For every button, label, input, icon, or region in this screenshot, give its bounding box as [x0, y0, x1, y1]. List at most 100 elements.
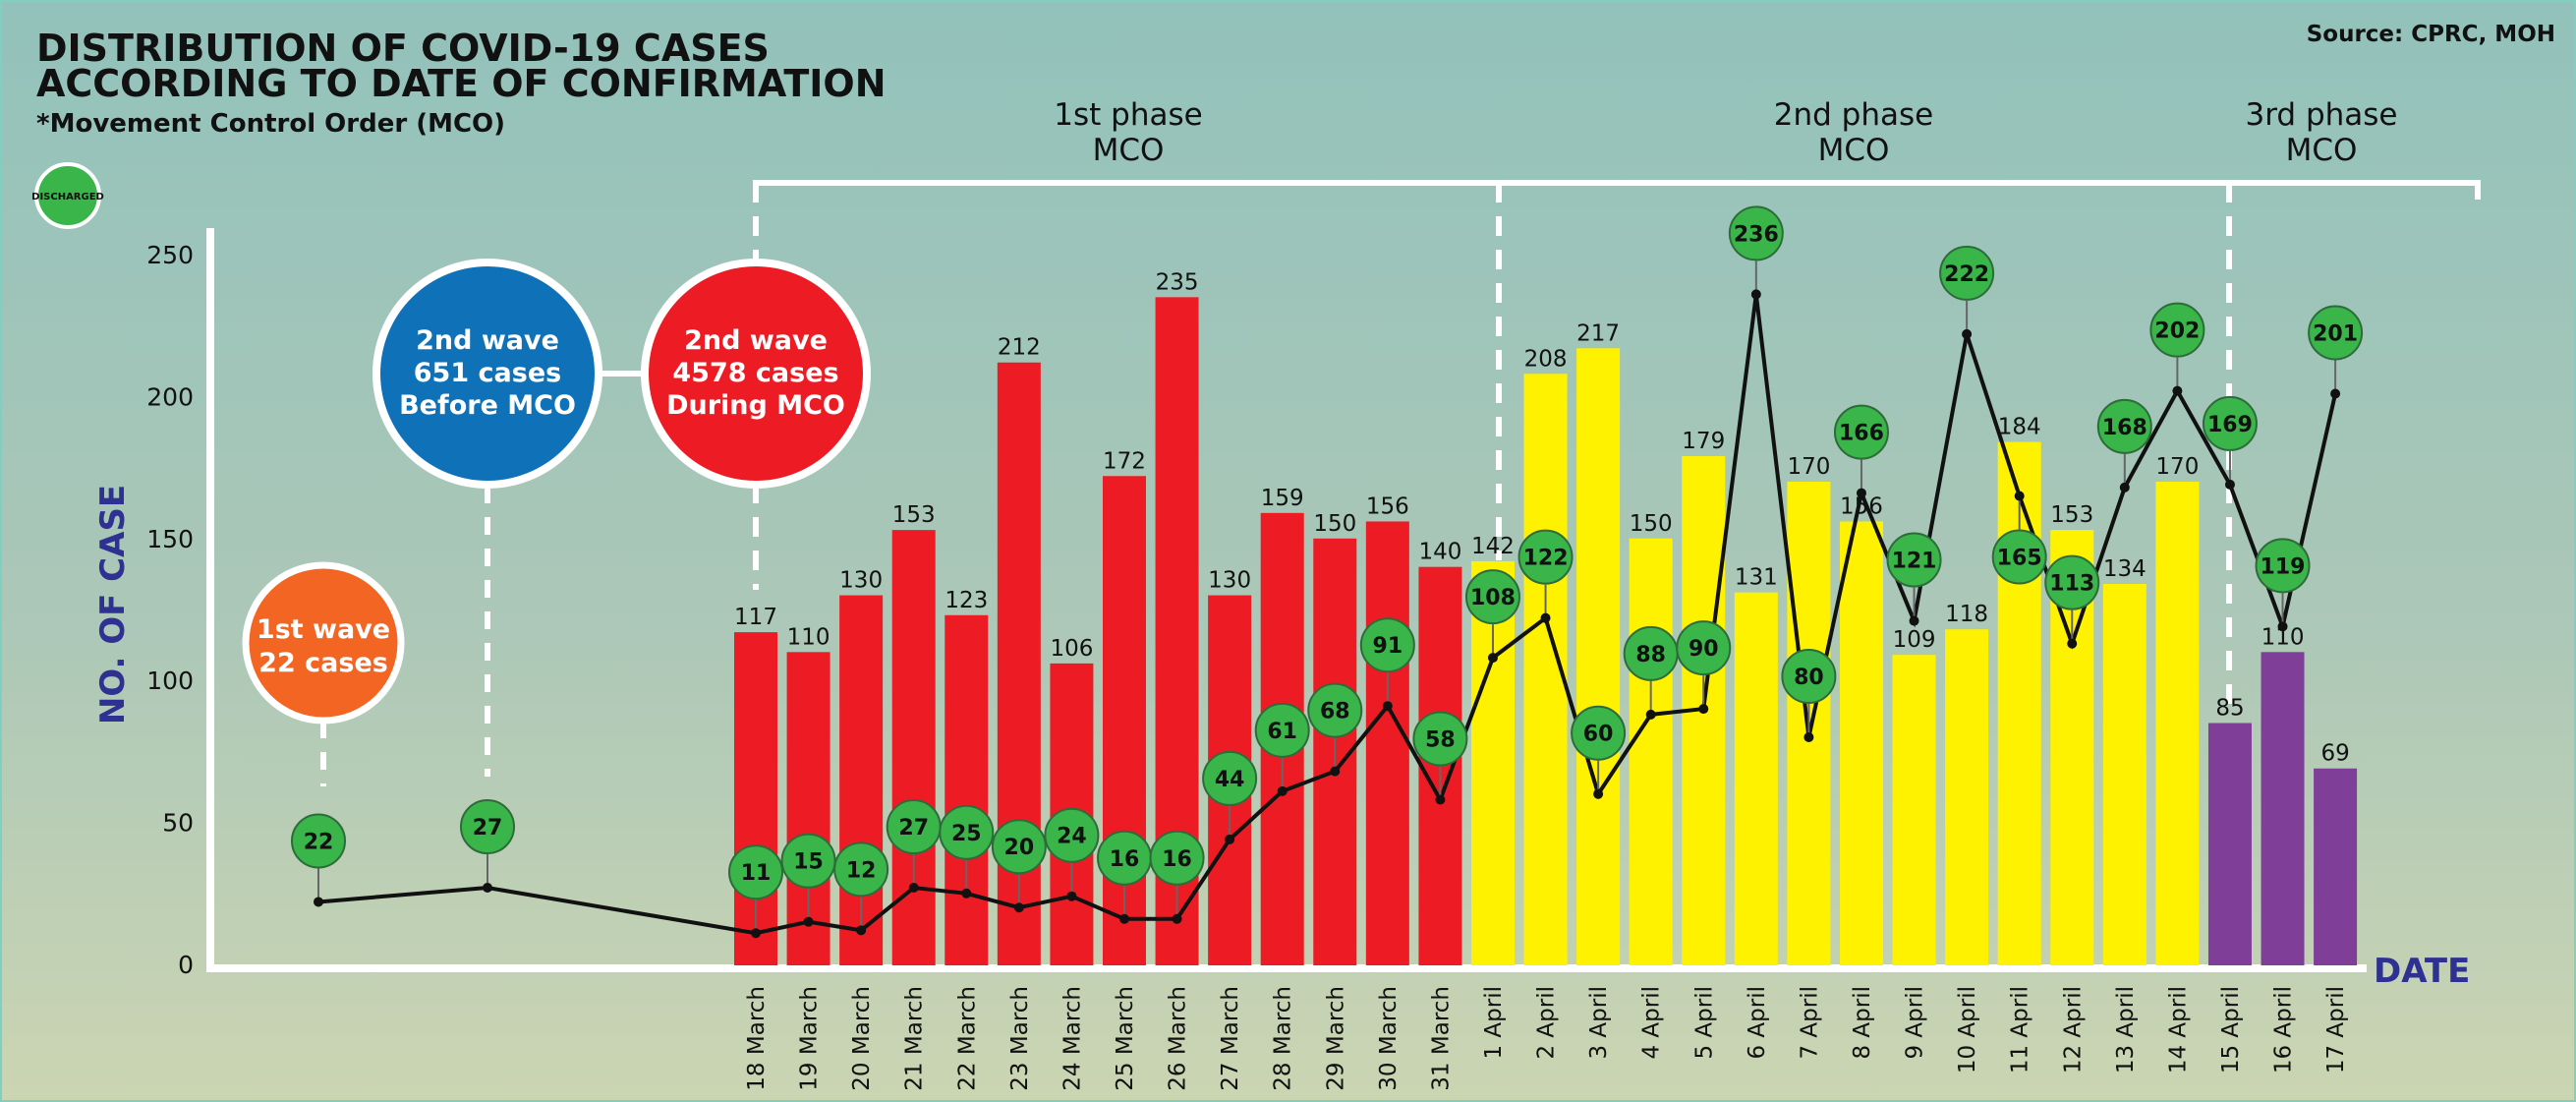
- bar-9-april: [1892, 655, 1936, 965]
- bar-value-label: 208: [1524, 346, 1568, 372]
- discharged-balloon: [1571, 705, 1627, 761]
- bar-value-label: 69: [2320, 741, 2349, 767]
- discharged-balloon: [1676, 620, 1732, 676]
- discharged-balloon: [1517, 529, 1574, 585]
- discharged-point: [751, 928, 761, 939]
- bar-value-label: 85: [2215, 696, 2244, 722]
- bar-22-march: [945, 614, 989, 965]
- discharged-balloon: [1359, 617, 1415, 673]
- bar-value-label: 110: [787, 624, 830, 650]
- discharged-point: [2277, 621, 2288, 632]
- bar-3-april: [1576, 348, 1621, 966]
- bar-value-label: 150: [1313, 511, 1356, 537]
- y-tick-label: 100: [146, 667, 194, 695]
- discharged-balloon: [1412, 711, 1468, 767]
- discharged-point: [1593, 788, 1604, 799]
- bar-14-april: [2155, 482, 2200, 965]
- discharged-value-label: 25: [951, 822, 982, 846]
- x-tick-label: 15 April: [2218, 986, 2244, 1073]
- wave-1-line1: 1st wave: [257, 614, 390, 645]
- bar-value-label: 150: [1630, 511, 1673, 537]
- discharged-value-label: 16: [1110, 847, 1140, 872]
- x-tick-label: 14 April: [2165, 986, 2191, 1073]
- bar-value-label: 109: [1893, 627, 1936, 653]
- x-tick-label: 22 March: [954, 986, 980, 1091]
- y-tick-label: 200: [146, 382, 194, 411]
- bar-value-label: 131: [1735, 565, 1778, 591]
- bar-value-label: 212: [998, 335, 1041, 361]
- discharged-balloon: [1149, 830, 1205, 886]
- discharged-balloon: [2044, 554, 2100, 610]
- discharged-point: [2330, 388, 2341, 399]
- discharged-point: [961, 888, 972, 899]
- discharged-value-label: 202: [2154, 319, 2200, 344]
- y-tick-label: 0: [178, 951, 194, 979]
- bar-value-label: 170: [1787, 454, 1830, 480]
- bar-value-label: 117: [734, 605, 777, 630]
- discharged-value-label: 22: [304, 830, 334, 854]
- discharged-value-label: 165: [1997, 546, 2042, 570]
- discharged-balloon: [1781, 648, 1837, 704]
- bar-value-label: 130: [839, 568, 883, 594]
- x-axis-label: DATE: [2374, 952, 2470, 991]
- discharged-point: [483, 883, 492, 894]
- wave-2-during-line2: 4578 cases: [672, 358, 838, 388]
- x-tick-label: 13 April: [2113, 986, 2139, 1073]
- bar-value-label: 170: [2155, 454, 2199, 480]
- discharged-point: [2224, 479, 2235, 490]
- bar-10-april: [1945, 629, 1989, 965]
- discharged-point: [803, 916, 814, 927]
- discharged-value-label: 121: [1892, 550, 1937, 574]
- discharged-balloon: [1833, 404, 1889, 460]
- discharged-value-label: 90: [1689, 637, 1719, 662]
- wave-2-before-line1: 2nd wave: [416, 325, 559, 356]
- bar-value-label: 153: [2050, 502, 2093, 528]
- discharged-value-label: 201: [2313, 322, 2358, 347]
- x-tick-label: 9 April: [1903, 986, 1928, 1060]
- discharged-value-label: 15: [793, 850, 824, 875]
- bar-value-label: 134: [2103, 556, 2147, 582]
- bar-value-label: 235: [1156, 269, 1199, 295]
- wave-1-circle: 1st wave 22 cases: [242, 561, 405, 725]
- discharged-balloon: [460, 799, 515, 855]
- phase-1-label-line1: 1st phase: [1054, 97, 1202, 133]
- discharged-value-label: 91: [1373, 634, 1403, 659]
- discharged-balloon: [1991, 529, 2047, 585]
- discharged-value-label: 60: [1583, 723, 1614, 747]
- source-label: Source: CPRC, MOH: [2307, 22, 2555, 47]
- y-tick-label: 50: [162, 809, 194, 838]
- discharged-value-label: 169: [2207, 413, 2253, 437]
- x-tick-label: 4 April: [1639, 986, 1665, 1060]
- discharged-balloon: [991, 819, 1047, 875]
- bar-value-label: 140: [1418, 540, 1461, 565]
- discharged-point: [1172, 913, 1182, 924]
- discharged-value-label: 122: [1523, 547, 1569, 571]
- discharged-balloon: [1202, 750, 1258, 806]
- discharged-point: [1962, 328, 1973, 339]
- discharged-balloon: [2202, 395, 2258, 451]
- bar-value-label: 153: [892, 502, 936, 528]
- y-axis-label: NO. OF CASE: [93, 485, 133, 725]
- x-tick-label: 1 April: [1481, 986, 1507, 1060]
- discharged-point: [1382, 701, 1393, 712]
- bar-value-label: 142: [1471, 534, 1515, 559]
- legend-discharged-label: DISCHARGED: [31, 192, 104, 203]
- wave-2-before-line3: Before MCO: [399, 390, 576, 421]
- discharged-point: [1225, 834, 1235, 844]
- discharged-value-label: 113: [2049, 572, 2094, 597]
- wave-connectors: [320, 371, 644, 786]
- discharged-balloon: [1464, 569, 1520, 625]
- x-tick-label: 16 April: [2271, 986, 2297, 1073]
- discharged-point: [856, 925, 867, 936]
- x-tick-label: 30 March: [1376, 986, 1402, 1091]
- discharged-point: [2067, 638, 2078, 649]
- discharged-value-label: 80: [1794, 666, 1824, 690]
- y-tick-label: 150: [146, 525, 194, 553]
- bar-4-april: [1629, 538, 1673, 965]
- discharged-point: [908, 883, 919, 894]
- bar-value-label: 217: [1576, 320, 1620, 346]
- discharged-point: [314, 897, 323, 907]
- legend-discharged: DISCHARGED: [31, 162, 104, 229]
- wave-1-line2: 22 cases: [258, 648, 388, 678]
- chart-title-line2: ACCORDING TO DATE OF CONFIRMATION: [36, 62, 887, 105]
